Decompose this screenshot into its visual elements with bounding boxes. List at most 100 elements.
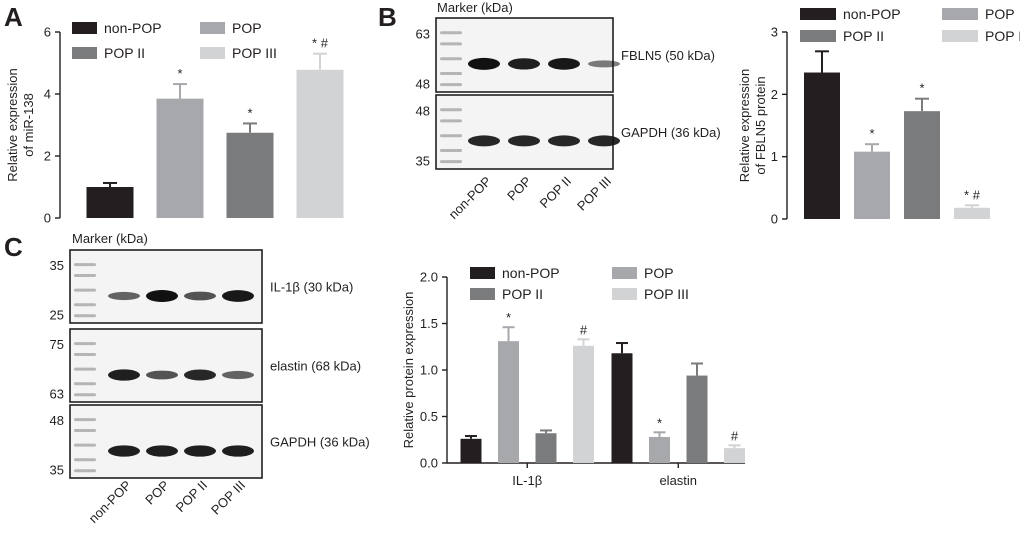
marker-kda-label: 35 xyxy=(416,154,430,169)
y-tick-label: 2 xyxy=(44,149,51,164)
legend-label: non-POP xyxy=(104,20,162,36)
lane-label: POP III xyxy=(574,174,614,214)
marker-ladder-band xyxy=(74,458,96,462)
legend-swatch xyxy=(72,47,97,59)
lane-label: POP II xyxy=(537,174,575,212)
legend-label: POP xyxy=(985,6,1015,22)
band-lane-0 xyxy=(468,135,500,147)
legend-label: non-POP xyxy=(843,6,901,22)
marker-kda-label: 35 xyxy=(50,258,64,273)
lane-label: POP II xyxy=(173,478,211,516)
lane-label: non-POP xyxy=(86,478,134,526)
marker-ladder-band xyxy=(440,134,462,138)
band-lane-2 xyxy=(184,369,216,381)
blot-strip-0 xyxy=(435,17,614,93)
band-lane-0 xyxy=(108,445,140,457)
marker-ladder-band xyxy=(74,274,96,278)
y-tick-label: 2.0 xyxy=(420,270,438,285)
panel-letter-c: C xyxy=(4,232,23,262)
legend-swatch xyxy=(800,8,836,20)
lane-label: POP III xyxy=(208,478,248,518)
blot-strip-1 xyxy=(69,328,263,403)
x-tick-label: IL-1β xyxy=(512,473,542,488)
western-blot-b: Marker (kDa) 63 48 FBLN5 (50 kDa) 48 35 GAPDH … xyxy=(416,0,721,222)
band-lane-0 xyxy=(108,369,140,381)
band-lane-3 xyxy=(222,445,254,457)
marker-ladder-band xyxy=(74,263,96,267)
marker-ladder-band xyxy=(440,72,462,75)
bar-POP II xyxy=(904,111,940,219)
band-lane-1 xyxy=(508,58,540,70)
x-tick-label: elastin xyxy=(659,473,697,488)
marker-ladder-band xyxy=(74,288,96,292)
bar-POP xyxy=(854,151,890,219)
marker-ladder-band xyxy=(74,342,96,346)
chart-a: 0 2 4 6 Relative expressionof miR-138 * * * # no… xyxy=(5,20,344,226)
blot-strip-0 xyxy=(69,249,263,324)
y-tick-label: 0.0 xyxy=(420,456,438,471)
y-axis-title-line1: Relative expression xyxy=(737,69,752,182)
bar-POP xyxy=(156,98,204,218)
blot-protein-label: FBLN5 (50 kDa) xyxy=(621,48,715,63)
band-lane-2 xyxy=(184,291,216,301)
y-tick-label: 0.5 xyxy=(420,409,438,424)
y-tick-label: 0 xyxy=(771,212,778,227)
marker-ladder-band xyxy=(440,83,462,87)
blot-protein-label: GAPDH (36 kDa) xyxy=(621,125,721,140)
marker-title: Marker (kDa) xyxy=(437,0,513,15)
significance-mark: * xyxy=(506,310,511,325)
chart-b: 0 1 2 3 Relative expressionof FBLN5 protein *… xyxy=(737,6,1020,227)
panel-letter-b: B xyxy=(378,2,397,32)
y-tick-label: 6 xyxy=(44,25,51,40)
bar-elastin-POP II xyxy=(686,375,708,463)
legend-label: POP xyxy=(232,20,262,36)
bar-non-POP xyxy=(86,187,134,218)
bar-IL-1β-non-POP xyxy=(460,438,482,463)
marker-kda-label: 48 xyxy=(416,103,430,118)
bar-elastin-POP III xyxy=(724,448,745,463)
band-lane-3 xyxy=(222,290,254,302)
y-axis-title-line2: of miR-138 xyxy=(21,93,36,157)
marker-title: Marker (kDa) xyxy=(72,231,148,246)
y-axis-title: Relative expressionof FBLN5 protein xyxy=(737,69,768,182)
blot-protein-label: elastin (68 kDa) xyxy=(270,359,361,374)
marker-kda-label: 63 xyxy=(50,387,64,402)
blot-protein-label: GAPDH (36 kDa) xyxy=(270,435,370,450)
band-lane-1 xyxy=(146,445,178,457)
marker-kda-label: 63 xyxy=(416,26,430,41)
legend-swatch xyxy=(200,22,225,34)
marker-ladder-band xyxy=(440,149,462,152)
chart-c: 0.0 0.5 1.0 1.5 2.0 Relative protein expressi… xyxy=(401,265,745,488)
y-tick-label: 1.0 xyxy=(420,363,438,378)
bar-elastin-non-POP xyxy=(611,353,633,463)
legend-swatch xyxy=(800,30,836,42)
marker-ladder-band xyxy=(74,443,96,447)
marker-ladder-band xyxy=(440,108,462,112)
marker-ladder-band xyxy=(74,418,96,422)
marker-ladder-band xyxy=(74,469,96,473)
y-axis-title-line2: of FBLN5 protein xyxy=(753,76,768,174)
legend-label: POP III xyxy=(985,28,1020,44)
significance-mark: * # xyxy=(312,36,329,51)
significance-mark: * xyxy=(177,66,182,81)
band-lane-1 xyxy=(146,370,178,380)
y-tick-label: 0 xyxy=(44,211,51,226)
significance-mark: * # xyxy=(964,187,981,202)
marker-ladder-band xyxy=(74,382,96,386)
marker-ladder-band xyxy=(74,367,96,371)
panel-letter-a: A xyxy=(4,2,23,32)
y-tick-label: 1 xyxy=(771,149,778,164)
y-axis-title: Relative expressionof miR-138 xyxy=(5,68,36,181)
legend-swatch xyxy=(72,22,97,34)
marker-ladder-band xyxy=(74,303,96,307)
legend-label: POP II xyxy=(502,286,543,302)
band-lane-0 xyxy=(468,57,500,70)
bar-POP III xyxy=(954,207,990,219)
significance-mark: # xyxy=(731,428,739,443)
western-blot-c: Marker (kDa) 35 25 IL-1β (30 kDa) 75 63 elasti… xyxy=(50,231,370,526)
band-lane-3 xyxy=(588,60,620,68)
legend-label: POP III xyxy=(644,286,689,302)
marker-ladder-band xyxy=(440,42,462,46)
legend-label: POP xyxy=(644,265,674,281)
